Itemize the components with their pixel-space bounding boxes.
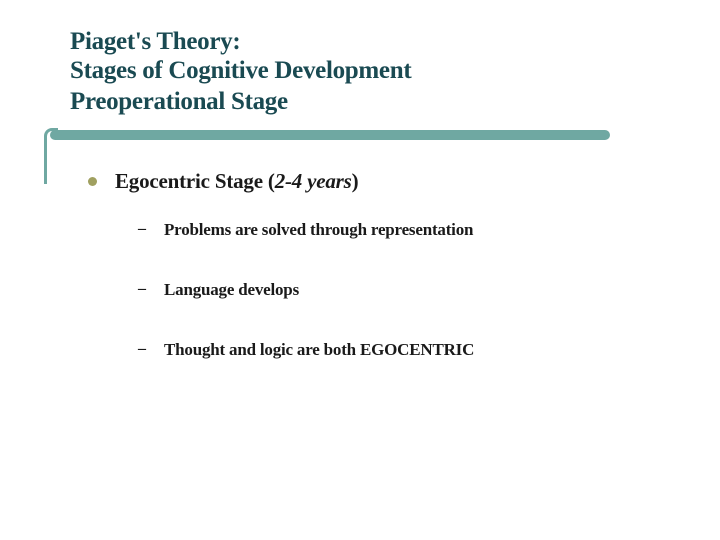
- title-line-3: Preoperational Stage: [70, 88, 660, 116]
- dash-icon: –: [138, 220, 148, 238]
- sub-row: – Language develops: [138, 280, 660, 300]
- sub-row: – Problems are solved through representa…: [138, 220, 660, 240]
- sub-text-3: Thought and logic are both EGOCENTRIC: [164, 340, 474, 360]
- bullet-italic: 2-4 years: [275, 169, 352, 193]
- title-line-2: Stages of Cognitive Development: [70, 57, 660, 86]
- sub-row: – Thought and logic are both EGOCENTRIC: [138, 340, 660, 360]
- sub-text-1: Problems are solved through representati…: [164, 220, 473, 240]
- sub-list: – Problems are solved through representa…: [138, 220, 660, 360]
- content-area: Egocentric Stage (2-4 years) – Problems …: [88, 169, 660, 360]
- dash-icon: –: [138, 340, 148, 358]
- title-block: Piaget's Theory: Stages of Cognitive Dev…: [70, 28, 660, 115]
- dash-icon: –: [138, 280, 148, 298]
- bullet-suffix: ): [352, 169, 359, 193]
- main-bullet-text: Egocentric Stage (2-4 years): [115, 169, 358, 194]
- bullet-disc-icon: [88, 177, 97, 186]
- bullet-prefix: Egocentric Stage (: [115, 169, 275, 193]
- title-line-1: Piaget's Theory:: [70, 28, 660, 57]
- accent-bar: [50, 130, 610, 140]
- bullet-row: Egocentric Stage (2-4 years): [88, 169, 660, 194]
- accent-tail: [44, 128, 58, 184]
- slide: Piaget's Theory: Stages of Cognitive Dev…: [0, 0, 720, 540]
- sub-text-2: Language develops: [164, 280, 299, 300]
